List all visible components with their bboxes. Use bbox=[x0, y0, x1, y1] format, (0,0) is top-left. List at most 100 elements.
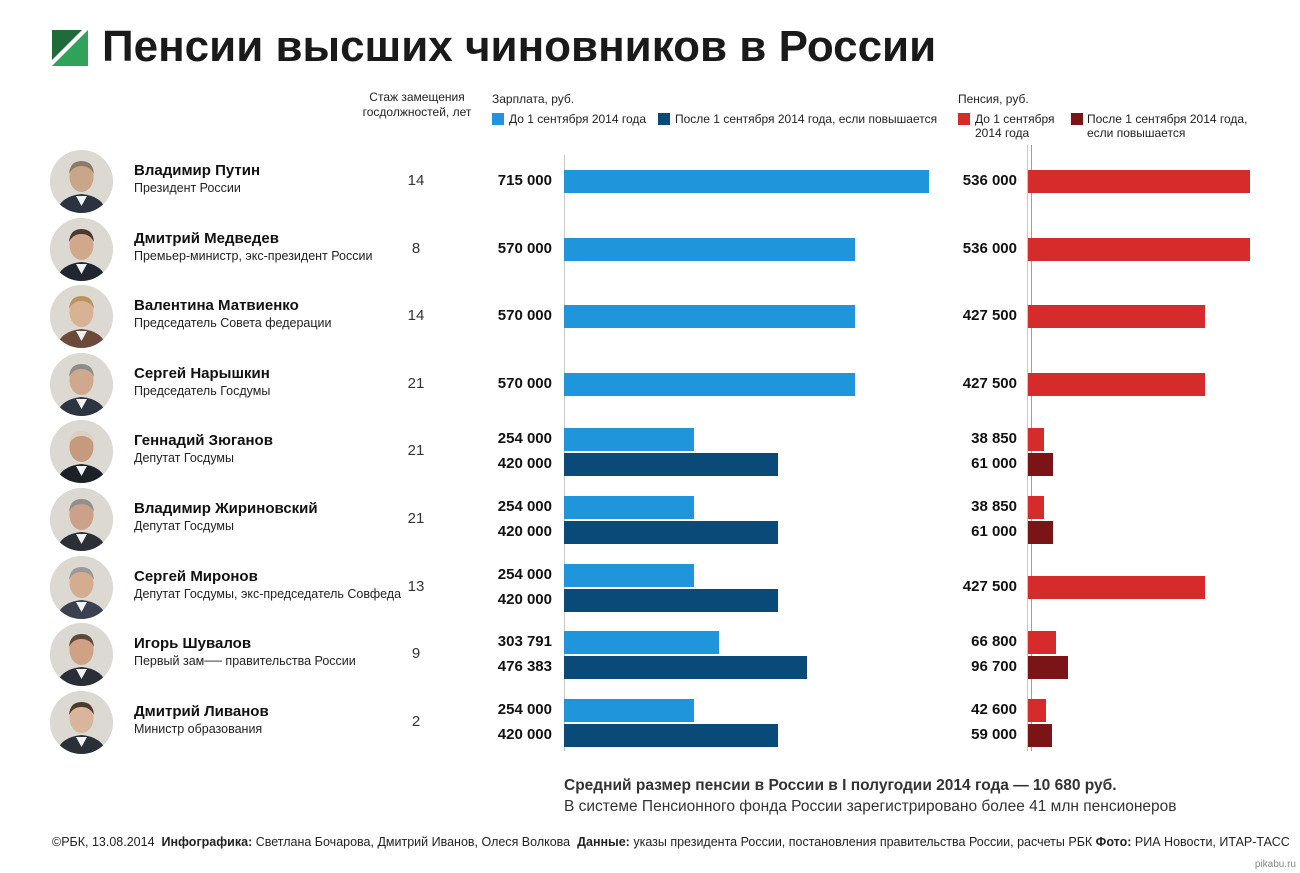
salary-before-value: 570 000 bbox=[497, 239, 552, 257]
person-photo-icon bbox=[50, 488, 113, 551]
chart-row: Игорь Шувалов Первый зам── правительства … bbox=[0, 621, 1300, 689]
person-name: Владимир Жириновский bbox=[134, 500, 318, 517]
salary-before-value: 254 000 bbox=[497, 498, 552, 515]
person-role: Министр образования bbox=[134, 721, 263, 736]
credits-photo-label: Фото: bbox=[1095, 835, 1132, 849]
rbc-logo-icon bbox=[52, 30, 88, 66]
credits-photo: РИА Новости, ИТАР-ТАСС bbox=[1134, 835, 1290, 849]
salary-before-value: 254 000 bbox=[497, 430, 552, 448]
salary-before-bar bbox=[564, 631, 720, 655]
avatar bbox=[50, 690, 113, 754]
person-role: Депутат Госдумы, экс-председатель Совфед… bbox=[134, 586, 402, 601]
chart-row: Сергей Миронов Депутат Госдумы, экс-предс… bbox=[0, 554, 1300, 622]
person-photo-icon bbox=[50, 690, 113, 754]
legend-pension-after-swatch bbox=[1071, 113, 1083, 125]
salary-after-value: 420 000 bbox=[497, 455, 552, 473]
person-role: Председатель Госдумы bbox=[134, 383, 271, 398]
pension-before-bar bbox=[1028, 698, 1046, 722]
person-role: Президент России bbox=[134, 181, 241, 195]
legend-pension-before: До 1 сентября 2014 года bbox=[975, 112, 1055, 140]
pension-before-bar bbox=[1028, 631, 1056, 655]
chart-row: Дмитрий Ливанов Министр образования 2 254 0… bbox=[0, 689, 1300, 757]
pension-before-bar bbox=[1028, 170, 1250, 193]
salary-before-bar bbox=[564, 305, 855, 329]
credits-data-label: Данные: bbox=[577, 835, 630, 849]
salary-before-value: 570 000 bbox=[497, 374, 552, 392]
person-photo-icon bbox=[50, 285, 113, 349]
salary-before-value: 715 000 bbox=[497, 172, 552, 189]
salary-after-bar bbox=[564, 723, 779, 747]
person-photo-icon bbox=[50, 623, 113, 687]
credits: ©РБК, 13.08.2014 Инфографика: Светлана Б… bbox=[52, 835, 1290, 849]
pension-before-bar bbox=[1028, 372, 1206, 396]
legend-salary-before-swatch bbox=[492, 113, 504, 125]
person-photo-icon bbox=[50, 555, 113, 619]
tenure-value: 8 bbox=[411, 239, 421, 257]
avatar bbox=[50, 623, 113, 687]
avg-pension-note: Средний размер пенсии в России в I полуг… bbox=[564, 777, 1117, 794]
person-role: Председатель Совета федерации bbox=[134, 316, 332, 331]
salary-after-value: 420 000 bbox=[497, 590, 552, 608]
person-name: Дмитрий Медведев bbox=[134, 229, 279, 247]
pension-before-value: 427 500 bbox=[962, 577, 1017, 595]
pension-after-bar bbox=[1028, 521, 1054, 544]
page-title: Пенсии высших чиновников в России bbox=[102, 22, 937, 71]
person-name: Геннадий Зюганов bbox=[134, 432, 273, 450]
salary-after-bar bbox=[564, 453, 779, 477]
person-role: Первый зам── правительства России bbox=[134, 654, 356, 669]
salary-header: Зарплата, руб. bbox=[492, 92, 575, 106]
salary-before-bar bbox=[564, 237, 855, 261]
avatar bbox=[50, 217, 113, 281]
credits-data: указы президента России, постановления п… bbox=[633, 835, 1093, 849]
pension-after-bar bbox=[1028, 723, 1053, 747]
person-photo-icon bbox=[50, 420, 113, 484]
person-name: Владимир Путин bbox=[134, 162, 261, 179]
person-role: Премьер-министр, экс-президент России bbox=[134, 248, 373, 263]
avatar bbox=[50, 555, 113, 619]
person-role: Депутат Госдумы bbox=[134, 451, 235, 466]
avatar bbox=[50, 352, 113, 416]
salary-after-value: 420 000 bbox=[497, 523, 552, 540]
pension-after-value: 59 000 bbox=[971, 725, 1017, 743]
tenure-value: 2 bbox=[411, 712, 421, 730]
pension-before-value: 427 500 bbox=[962, 307, 1017, 325]
avatar bbox=[50, 150, 113, 213]
salary-after-value: 476 383 bbox=[497, 658, 552, 676]
pension-before-value: 427 500 bbox=[962, 374, 1017, 392]
pension-before-value: 536 000 bbox=[962, 172, 1017, 189]
pension-header: Пенсия, руб. bbox=[958, 92, 1029, 106]
chart-row: Сергей Нарышкин Председатель Госдумы 21 570… bbox=[0, 351, 1300, 419]
salary-axis bbox=[564, 155, 565, 751]
person-photo-icon bbox=[50, 352, 113, 416]
salary-before-value: 254 000 bbox=[497, 700, 552, 718]
credits-infographic-label: Инфографика: bbox=[161, 835, 253, 849]
pension-before-value: 38 850 bbox=[971, 430, 1017, 448]
person-name: Сергей Нарышкин bbox=[134, 364, 270, 382]
pension-after-bar bbox=[1028, 656, 1069, 680]
pension-before-value: 66 800 bbox=[971, 633, 1017, 651]
legend-salary-after: После 1 сентября 2014 года, если повышае… bbox=[675, 112, 938, 126]
chart-row: Геннадий Зюганов Депутат Госдумы 21 254 000… bbox=[0, 418, 1300, 486]
legend-salary-before: До 1 сентября 2014 года bbox=[509, 112, 647, 126]
pension-after-value: 61 000 bbox=[971, 523, 1017, 540]
salary-after-bar bbox=[564, 656, 808, 680]
tenure-value: 13 bbox=[407, 577, 425, 595]
pension-before-bar bbox=[1028, 496, 1045, 519]
pension-before-value: 536 000 bbox=[962, 239, 1017, 257]
person-name: Сергей Миронов bbox=[134, 567, 258, 585]
pensioners-note: В системе Пенсионного фонда России зарег… bbox=[564, 798, 1177, 815]
person-photo-icon bbox=[50, 217, 113, 281]
tenure-header: Стаж замещения госдолжностей, лет bbox=[362, 90, 472, 119]
salary-before-bar bbox=[564, 428, 694, 452]
legend-pension-before-swatch bbox=[958, 113, 970, 125]
pension-before-bar bbox=[1028, 237, 1250, 261]
chart-row: Валентина Матвиенко Председатель Совета ф… bbox=[0, 283, 1300, 351]
chart-row: Дмитрий Медведев Премьер-министр, экс-пре… bbox=[0, 216, 1300, 284]
pension-before-bar bbox=[1028, 575, 1206, 599]
pension-after-bar bbox=[1028, 453, 1054, 477]
avatar bbox=[50, 285, 113, 349]
pension-before-bar bbox=[1028, 305, 1206, 329]
salary-after-bar bbox=[564, 588, 779, 612]
salary-after-value: 420 000 bbox=[497, 725, 552, 743]
salary-after-bar bbox=[564, 521, 779, 544]
